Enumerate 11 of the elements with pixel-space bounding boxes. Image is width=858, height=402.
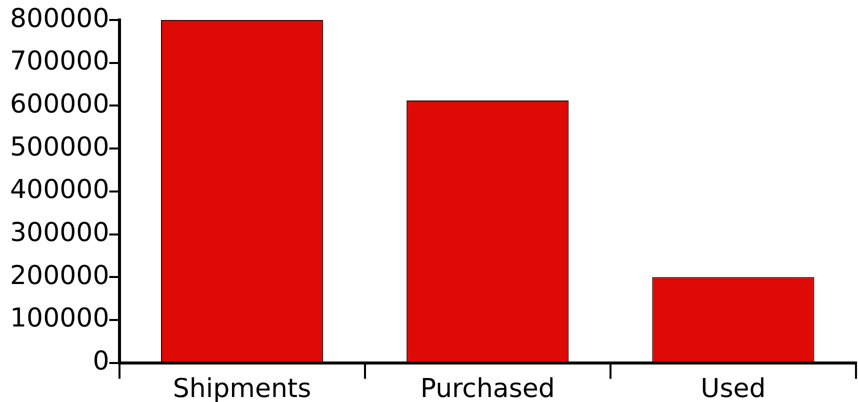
y-tick-label: 500000 [10, 132, 110, 162]
x-tick-label: Used [700, 374, 766, 402]
y-tick-label: 400000 [10, 175, 110, 206]
y-tick-label: 300000 [10, 218, 110, 248]
y-tick-label: 0 [92, 346, 110, 377]
y-tick-label: 100000 [10, 304, 110, 334]
y-tick-label: 800000 [10, 4, 110, 34]
y-tick-label: 200000 [10, 260, 110, 291]
x-tick-label: Purchased [420, 374, 555, 402]
y-tick-label: 600000 [10, 89, 110, 120]
y-tick-label: 700000 [10, 46, 110, 77]
